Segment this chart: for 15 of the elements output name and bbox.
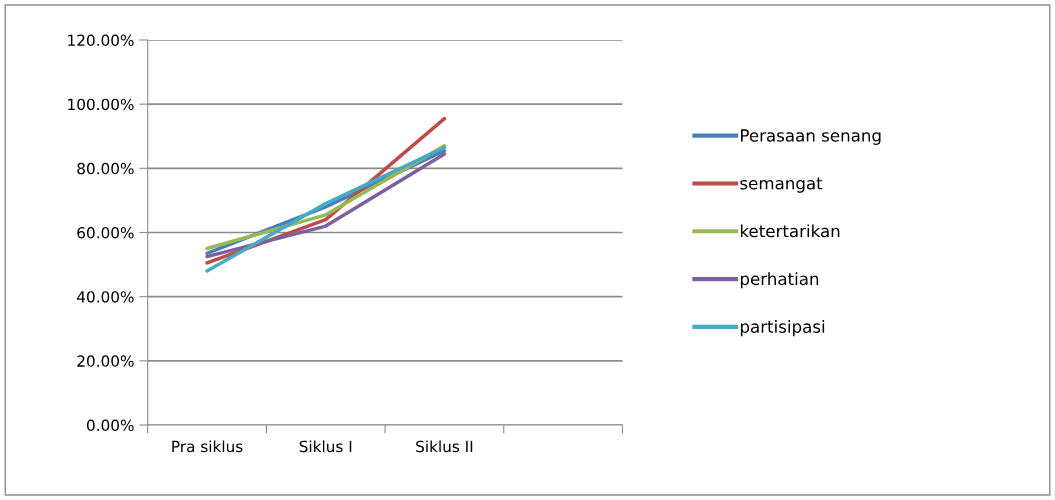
legend-label: ketertarikan <box>740 224 840 238</box>
y-tick-label: 100.00% <box>68 98 134 111</box>
y-tick-label: 60.00% <box>77 226 134 239</box>
legend-label: semangat <box>740 177 823 193</box>
legend-label: perhatian <box>740 272 819 289</box>
y-tick-label: 40.00% <box>77 291 134 303</box>
y-tick-label: 20.00% <box>77 355 134 367</box>
legend-label: partisipasi <box>740 320 825 337</box>
x-tick-label: Siklus I <box>299 440 352 453</box>
x-tick-label: Pra siklus <box>172 440 243 453</box>
y-tick-label: 120.00% <box>68 34 134 47</box>
y-tick-label: 0.00% <box>86 419 134 432</box>
x-tick-label: Siklus II <box>416 440 473 453</box>
legend-label: Perasaan senang <box>741 129 881 145</box>
y-tick-label: 80.00% <box>77 162 134 175</box>
